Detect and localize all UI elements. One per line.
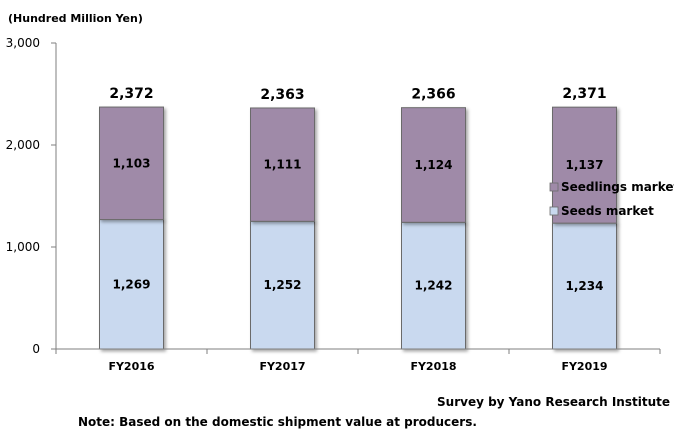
data-label: 1,234 <box>566 279 604 293</box>
footnote: Note: Based on the domestic shipment val… <box>78 415 477 429</box>
x-tick-label: FY2019 <box>561 360 607 373</box>
x-tick-label: FY2018 <box>410 360 456 373</box>
bar-segment <box>401 107 466 223</box>
data-label: 1,242 <box>415 279 453 293</box>
bar-segment <box>250 107 315 222</box>
y-tick-label: 2,000 <box>6 138 40 152</box>
legend-swatch <box>549 206 559 216</box>
y-tick-label: 3,000 <box>6 36 40 50</box>
source-note: Survey by Yano Research Institute <box>437 395 670 409</box>
data-label: 1,252 <box>264 278 302 292</box>
data-label: 1,137 <box>566 158 604 172</box>
total-label: 2,366 <box>411 87 455 103</box>
total-label: 2,371 <box>562 86 606 102</box>
legend: Seedlings market Seeds market <box>549 180 674 218</box>
y-tick-label: 0 <box>32 342 40 356</box>
legend-label: Seeds market <box>561 204 654 218</box>
y-tick-label: 1,000 <box>6 240 40 254</box>
bar-segment <box>99 219 164 350</box>
data-label: 1,124 <box>415 158 453 172</box>
total-label: 2,372 <box>109 86 153 102</box>
y-axis: 0 1,000 2,000 3,000 <box>6 36 57 356</box>
total-label: 2,363 <box>260 87 304 103</box>
unit-label: (Hundred Million Yen) <box>8 12 143 25</box>
x-axis: FY2016 FY2017 FY2018 FY2019 <box>55 348 661 373</box>
x-tick-label: FY2017 <box>259 360 305 373</box>
bar-segment <box>552 106 617 224</box>
bar-segment <box>552 222 617 350</box>
legend-label: Seedlings market <box>561 180 674 194</box>
data-label: 1,269 <box>113 277 151 291</box>
x-tick-label: FY2016 <box>108 360 154 373</box>
bars: 1,269 1,103 2,372 1,252 1,111 2,363 1,242 1,124… <box>99 86 617 350</box>
data-label: 1,103 <box>113 156 151 170</box>
data-label: 1,111 <box>264 158 302 172</box>
legend-swatch <box>549 182 559 192</box>
bar-segment <box>99 106 164 221</box>
